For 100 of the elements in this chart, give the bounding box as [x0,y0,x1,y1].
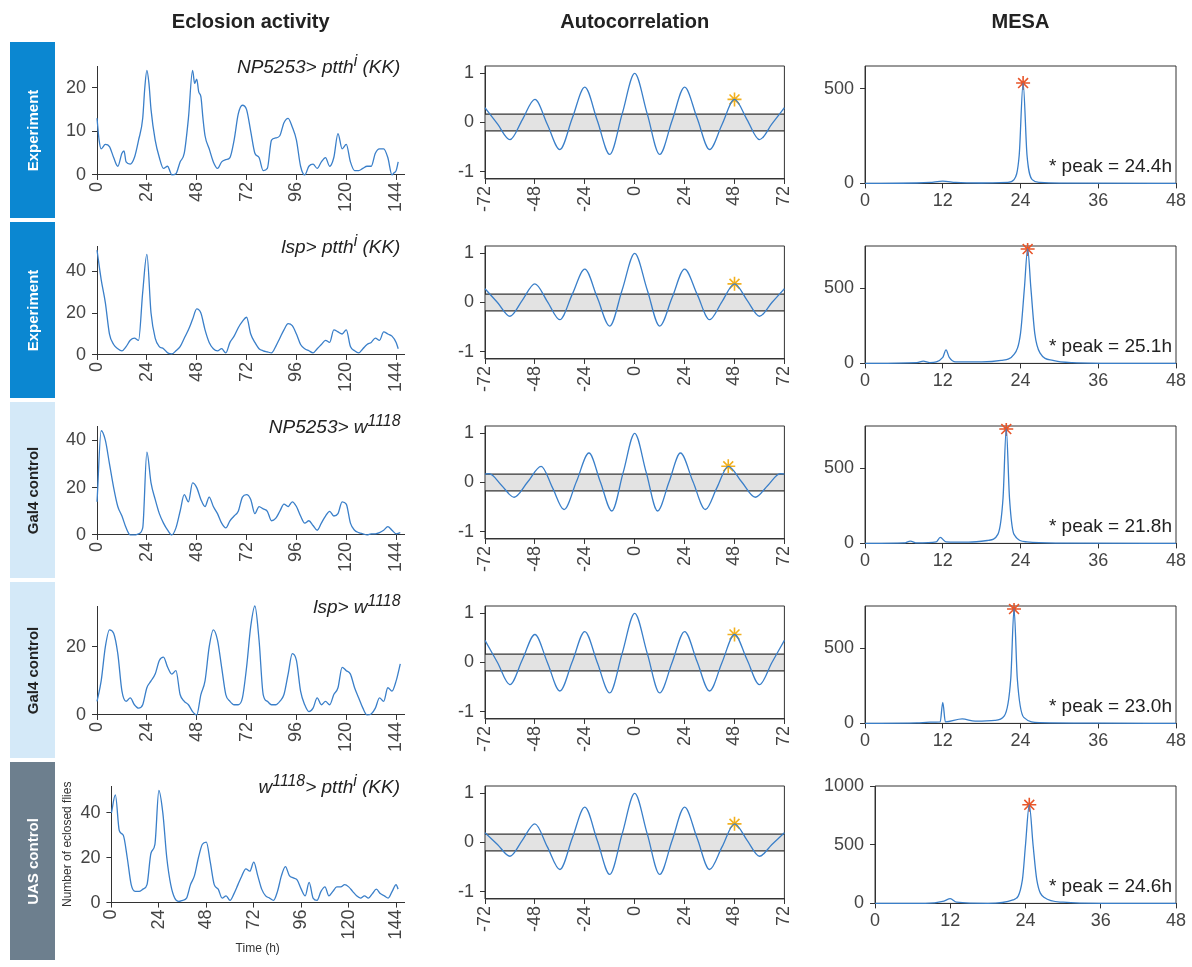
x-tick-label: 144 [385,721,406,753]
y-tick-label: 0 [463,291,474,312]
y-tick-label: 40 [65,429,87,450]
x-tick-label: 120 [335,181,356,213]
chart-title: MESA [991,10,1050,33]
x-tick-label: 24 [673,545,694,567]
annotation: NP5253> ptth$^{i}$ (KK) [236,52,401,79]
x-tick-label: 72 [235,181,256,202]
x-tick-label: -72 [473,725,494,752]
x-tick-label: 96 [290,909,311,930]
line-series [484,252,786,327]
x-tick-label: 36 [1088,550,1109,571]
y-tick-label: -1 [457,700,474,721]
x-tick-label: 48 [185,721,206,742]
x-axis-title: Time (h) [235,941,280,956]
x-tick-label: 48 [723,365,744,387]
x-tick-label: 24 [135,541,156,562]
x-tick-label: 0 [623,725,644,736]
x-tick-label: 48 [723,545,744,567]
x-tick-label: 72 [773,905,794,927]
y-tick-label: 500 [823,637,855,658]
x-tick-label: 72 [773,185,794,207]
x-tick-label: 0 [623,545,644,556]
y-tick-label: -1 [457,880,474,901]
x-tick-label: 72 [773,365,794,387]
x-tick-label: 24 [673,185,694,207]
annotation: * peak = 25.1h [1048,335,1172,358]
x-tick-label: 48 [185,181,206,202]
label-block: Gal4 control [10,402,55,578]
x-tick-label: 96 [285,361,306,382]
x-tick-label: 72 [235,361,256,382]
x-tick-label: -48 [523,905,544,932]
x-tick-label: 48 [195,909,216,930]
x-tick-label: 0 [623,185,644,196]
y-tick-label: 20 [65,635,87,656]
x-tick-label: 72 [773,545,794,567]
x-tick-label: 0 [100,909,121,920]
x-tick-label: 0 [623,365,644,376]
x-tick-label: 24 [673,365,694,387]
x-tick-label: 48 [185,541,206,562]
x-tick-label: -24 [573,545,594,572]
x-tick-label: 48 [1165,370,1187,391]
x-tick-label: 72 [235,541,256,562]
x-tick-label: -24 [573,185,594,212]
x-tick-label: 36 [1088,370,1109,391]
y-tick-label: -1 [457,340,474,361]
x-tick-label: 12 [932,730,953,751]
x-tick-label: 120 [337,909,358,940]
x-tick-label: 48 [1165,190,1187,211]
x-tick-label: -48 [523,185,544,212]
annotation: * peak = 24.4h [1048,155,1172,178]
x-tick-label: 48 [723,725,744,747]
y-tick-label: 1 [463,422,474,443]
x-tick-label: 36 [1088,190,1109,211]
x-tick-label: -48 [523,545,544,572]
annotation: lsp> w$^{1118}$ [313,592,401,619]
x-tick-label: 12 [940,910,961,931]
x-tick-label: 72 [242,909,263,930]
y-tick-label: 500 [823,77,855,98]
x-tick-label: 144 [385,361,406,393]
y-tick-label: 0 [463,111,474,132]
x-tick-label: 24 [135,721,156,742]
x-tick-label: 48 [185,361,206,382]
x-tick-label: 120 [335,361,356,393]
chart-title: Eclosion activity [171,10,330,33]
y-tick-label: 0 [463,471,474,492]
x-tick-label: 24 [147,909,168,930]
x-tick-label: -24 [573,725,594,752]
x-tick-label: -72 [473,185,494,212]
x-tick-label: 24 [1010,550,1031,571]
y-tick-label: 20 [65,476,87,497]
x-tick-label: 36 [1090,910,1111,931]
y-tick-label: 0 [463,831,474,852]
x-tick-label: 36 [1088,730,1109,751]
x-tick-label: 12 [932,550,953,571]
x-tick-label: -72 [473,545,494,572]
y-tick-label: 10 [65,120,87,141]
y-tick-label: 20 [80,846,101,867]
x-tick-label: 24 [1010,190,1031,211]
x-tick-label: 12 [932,190,953,211]
x-tick-label: 48 [723,905,744,927]
annotation: * peak = 23.0h [1048,695,1172,718]
x-tick-label: -24 [573,905,594,932]
x-tick-label: -48 [523,725,544,752]
y-tick-label: 0 [463,651,474,672]
annotation: * peak = 21.8h [1048,515,1172,538]
x-tick-label: 0 [870,910,881,931]
x-tick-label: -24 [573,365,594,392]
y-tick-label: 20 [65,76,87,97]
x-tick-label: 120 [335,541,356,573]
y-tick-label: 1000 [824,774,865,795]
line-series [484,792,786,876]
x-tick-label: 24 [135,361,156,382]
annotation: w$^{1118}$> ptth$^{i}$ (KK) [258,772,401,799]
x-tick-label: 72 [773,725,794,747]
y-tick-label: 20 [65,302,87,323]
annotation: NP5253> w$^{1118}$ [268,412,401,439]
line-series [484,72,786,156]
x-tick-label: 144 [385,909,406,940]
x-tick-label: 24 [1010,730,1031,751]
